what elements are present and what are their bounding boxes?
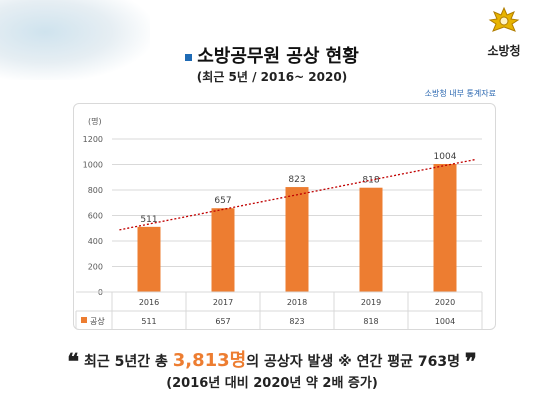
title-square-icon — [185, 53, 193, 61]
summary-highlight: 3,813명 — [172, 350, 247, 371]
trendline — [119, 159, 475, 231]
x-tick-label: 2018 — [287, 298, 307, 307]
y-tick-label: 200 — [88, 263, 103, 272]
table-value: 823 — [289, 317, 304, 326]
legend-swatch — [81, 317, 87, 323]
legend-label: 공상 — [90, 316, 105, 326]
table-value: 818 — [363, 317, 378, 326]
data-label: 511 — [140, 215, 157, 225]
page-subtitle: (최근 5년 / 2016~ 2020) — [196, 70, 348, 84]
data-label: 657 — [214, 196, 231, 206]
table-value: 657 — [215, 317, 230, 326]
page-title-text: 소방공무원 공상 현황 — [197, 46, 359, 67]
chart-container: (명)0200400600800100012005116578238181004… — [73, 103, 496, 330]
table-value: 1004 — [435, 317, 455, 326]
x-tick-label: 2016 — [139, 298, 159, 307]
y-tick-label: 800 — [88, 186, 103, 195]
bar — [285, 187, 309, 292]
emblem-icon — [488, 6, 520, 32]
close-quote-icon: ❞ — [464, 349, 477, 375]
bar — [211, 208, 235, 292]
y-axis-unit-label: (명) — [88, 116, 102, 126]
y-tick-label: 600 — [88, 212, 103, 221]
y-tick-label: 400 — [88, 237, 103, 246]
x-tick-label: 2017 — [213, 298, 233, 307]
open-quote-icon: ❝ — [67, 349, 80, 375]
building-photo — [0, 0, 150, 80]
summary-text-1: 최근 5년간 총 — [83, 354, 173, 370]
x-tick-label: 2019 — [361, 298, 381, 307]
bar — [359, 187, 383, 292]
fire-agency-logo: 소방청 — [474, 6, 534, 59]
summary-text-2: 의 공상자 발생 ※ 연간 평균 763명 — [246, 354, 461, 370]
data-label: 1004 — [434, 152, 457, 162]
bar-chart: (명)0200400600800100012005116578238181004… — [75, 116, 483, 329]
logo-text: 소방청 — [487, 44, 521, 58]
data-label: 823 — [288, 175, 305, 185]
source-note: 소방청 내부 통계자료 — [424, 89, 496, 98]
y-tick-label: 1200 — [83, 135, 103, 144]
summary-line: ❝ 최근 5년간 총 3,813명의 공상자 발생 ※ 연간 평균 763명 ❞ — [0, 346, 544, 375]
page-title: 소방공무원 공상 현황 — [0, 42, 544, 68]
x-tick-label: 2020 — [435, 298, 455, 307]
summary-subtext: (2016년 대비 2020년 약 2배 증가) — [166, 376, 378, 391]
y-tick-label: 1000 — [83, 161, 103, 170]
bar — [137, 226, 161, 292]
bar — [433, 163, 457, 292]
table-value: 511 — [141, 317, 156, 326]
